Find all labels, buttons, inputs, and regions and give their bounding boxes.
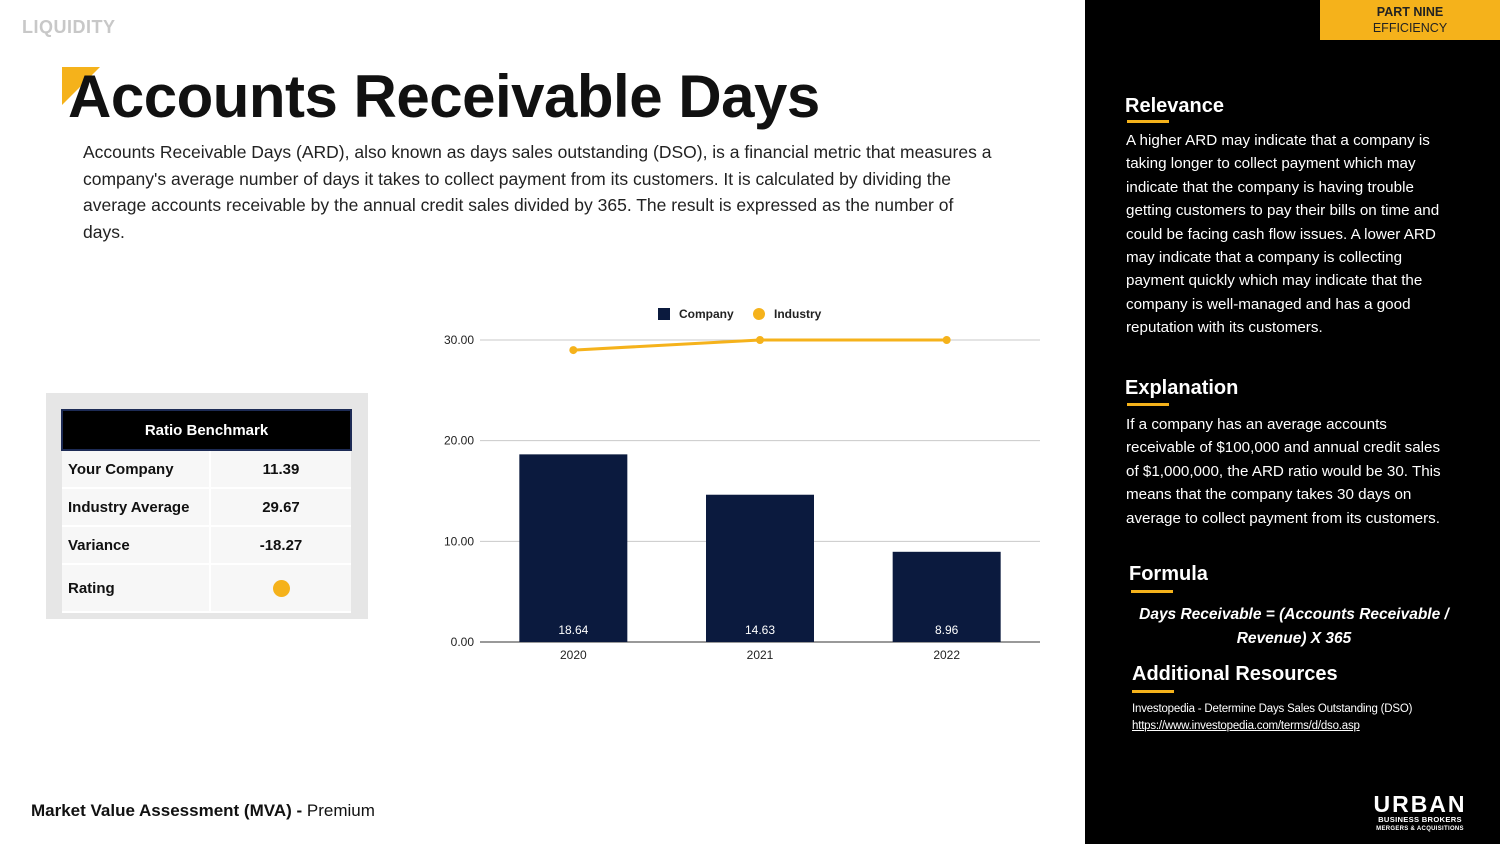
part-tag-line2: EFFICIENCY [1372, 21, 1448, 35]
x-tick-label: 2021 [747, 648, 774, 662]
relevance-text: A higher ARD may indicate that a company… [1126, 132, 1440, 337]
section-label: LIQUIDITY [22, 17, 116, 37]
resource-link[interactable]: https://www.investopedia.com/terms/d/dso… [1132, 720, 1360, 732]
benchmark-table: Ratio Benchmark Your Company 11.39 Indus… [61, 409, 352, 613]
sidebar: PART NINE EFFICIENCY [1085, 0, 1500, 844]
y-tick-label: 30.00 [444, 333, 474, 347]
resources-block: Investopedia - Determine Days Sales Outs… [1132, 701, 1412, 735]
bar-data-label: 8.96 [935, 623, 959, 637]
benchmark-row-value: 29.67 [210, 488, 351, 527]
footer: Market Value Assessment (MVA) - Premium [31, 801, 375, 821]
industry-point [942, 336, 951, 344]
intro-paragraph: Accounts Receivable Days (ARD), also kno… [83, 142, 992, 242]
footer-title: Market Value Assessment (MVA) - [31, 801, 303, 820]
table-row: Industry Average 29.67 [62, 488, 351, 527]
y-tick-label: 0.00 [451, 635, 475, 649]
legend-industry-label: Industry [774, 307, 822, 321]
benchmark-row-label: Variance [62, 526, 211, 565]
x-tick-label: 2020 [560, 648, 587, 662]
logo-subtitle: BUSINESS BROKERS [1378, 815, 1462, 824]
part-tag-line1: PART NINE [1376, 5, 1444, 19]
relevance-underline [1127, 120, 1169, 123]
relevance-heading: Relevance [1125, 95, 1224, 117]
formula-text: Days Receivable = (Accounts Receivable /… [1139, 606, 1449, 647]
formula-underline [1131, 590, 1173, 593]
formula-heading: Formula [1129, 563, 1208, 585]
logo-wordmark: URBAN [1373, 791, 1467, 817]
legend-company-swatch [658, 308, 670, 320]
legend-industry-swatch [753, 308, 765, 320]
ard-chart: 0.00 10.00 20.00 30.00 18.64 14.63 8.96 2020 202… [444, 307, 1040, 662]
benchmark-header: Ratio Benchmark [61, 409, 352, 451]
resource-title: Investopedia - Determine Days Sales Outs… [1132, 703, 1413, 715]
part-tag: PART NINE EFFICIENCY [1320, 0, 1500, 40]
rating-label: Rating [62, 564, 211, 613]
rating-dot-icon [272, 579, 290, 597]
title-accent-triangle [62, 67, 100, 105]
bar [706, 494, 814, 642]
x-tick-label: 2022 [933, 648, 960, 662]
bar [519, 454, 628, 642]
page-title: Accounts Receivable Days [68, 63, 820, 130]
industry-point [756, 336, 764, 344]
bar [892, 551, 1001, 642]
urban-logo: URBAN BUSINESS BROKERS MERGERS & ACQUISI… [1364, 793, 1476, 834]
rating-cell [210, 564, 351, 613]
explanation-heading: Explanation [1125, 377, 1239, 399]
table-row: Your Company 11.39 [62, 450, 351, 489]
bar-data-label: 14.63 [745, 623, 775, 637]
logo-tagline: MERGERS & ACQUISITIONS [1376, 826, 1464, 832]
resources-heading: Additional Resources [1132, 663, 1338, 685]
table-row: Variance -18.27 [62, 526, 351, 565]
table-row: Rating [62, 564, 351, 613]
benchmark-row-value: -18.27 [210, 526, 351, 565]
benchmark-row-value: 11.39 [210, 450, 351, 489]
legend-company-label: Company [679, 307, 734, 321]
y-tick-label: 20.00 [444, 434, 474, 448]
industry-point [569, 346, 578, 355]
footer-tier: Premium [306, 801, 375, 820]
bar-data-label: 18.64 [558, 623, 588, 637]
resources-underline [1132, 690, 1174, 693]
y-tick-label: 10.00 [444, 534, 474, 548]
benchmark-row-label: Your Company [62, 450, 211, 489]
explanation-text: If a company has an average accounts rec… [1126, 416, 1441, 527]
benchmark-row-label: Industry Average [62, 488, 211, 527]
explanation-underline [1127, 403, 1169, 406]
